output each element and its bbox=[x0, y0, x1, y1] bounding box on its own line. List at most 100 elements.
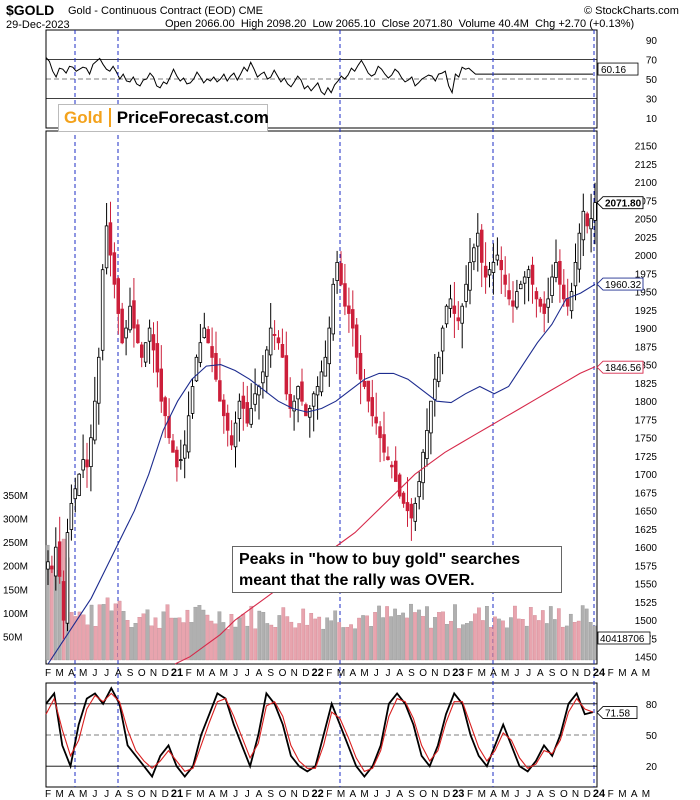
x-month-label-bottom: M bbox=[56, 789, 64, 800]
candle-body bbox=[331, 283, 335, 335]
x-month-label-bottom: D bbox=[162, 789, 169, 800]
candle-body bbox=[280, 343, 285, 358]
volume-bar bbox=[169, 617, 174, 661]
x-month-label: M bbox=[618, 668, 626, 679]
x-month-label-bottom: A bbox=[537, 789, 544, 800]
price-tick-label: 1775 bbox=[635, 415, 658, 426]
candle-body bbox=[81, 459, 85, 471]
candle-body bbox=[210, 346, 214, 358]
candle-body bbox=[108, 222, 113, 256]
ohlc: Open 2066.00 High 2098.20 Low 2065.10 Cl… bbox=[165, 18, 635, 30]
volume-bar bbox=[297, 623, 302, 661]
candle-body bbox=[163, 397, 167, 417]
candle-body bbox=[120, 308, 124, 344]
x-month-label-bottom: M bbox=[196, 789, 204, 800]
price-tick-label: 2125 bbox=[635, 160, 658, 171]
candle-body bbox=[171, 440, 175, 453]
candle-body bbox=[214, 352, 218, 380]
x-month-label: M bbox=[56, 668, 64, 679]
stoch-tick-label: 80 bbox=[646, 700, 658, 711]
x-month-label-bottom: N bbox=[150, 789, 157, 800]
x-month-label-bottom: M bbox=[478, 789, 486, 800]
candle-body bbox=[558, 260, 562, 285]
candle-body bbox=[386, 456, 390, 460]
candle-body bbox=[182, 444, 187, 459]
volume-bar bbox=[193, 606, 198, 661]
x-month-label: O bbox=[419, 668, 427, 679]
volume-bar bbox=[329, 620, 334, 661]
x-month-label-bottom: 21 bbox=[171, 788, 183, 800]
volume-bar bbox=[273, 627, 278, 661]
x-month-label-bottom: N bbox=[572, 789, 579, 800]
volume-bar bbox=[317, 616, 322, 661]
x-month-label-bottom: S bbox=[267, 789, 274, 800]
last-price-label: 2071.80 bbox=[605, 199, 642, 210]
price-tick-label: 2075 bbox=[635, 196, 658, 207]
x-month-label: O bbox=[560, 668, 568, 679]
description: Gold - Continuous Contract (EOD) CME bbox=[68, 5, 264, 17]
volume-bar bbox=[145, 609, 150, 661]
volume-bar bbox=[265, 623, 270, 661]
volume-tick-label: 50M bbox=[3, 632, 22, 643]
price-tick-label: 1900 bbox=[635, 324, 658, 335]
candle-body bbox=[593, 202, 597, 221]
volume-bar bbox=[556, 608, 561, 661]
volume-bar bbox=[417, 609, 421, 661]
candle-body bbox=[393, 460, 398, 482]
price-tick-label: 1725 bbox=[635, 452, 658, 463]
stoch-d-line bbox=[45, 692, 594, 773]
candle-body bbox=[202, 327, 206, 339]
candle-body bbox=[347, 305, 351, 314]
volume-bar bbox=[269, 624, 274, 661]
candle-body bbox=[589, 218, 593, 230]
candle-body bbox=[179, 459, 183, 462]
x-month-label: A bbox=[631, 668, 638, 679]
candle-body bbox=[147, 327, 152, 342]
price-tick-label: 1575 bbox=[635, 561, 658, 572]
volume-bar bbox=[277, 615, 282, 661]
candle-body bbox=[460, 305, 464, 324]
candle-body bbox=[382, 434, 386, 453]
x-month-label: J bbox=[245, 668, 250, 679]
candle-body bbox=[323, 356, 328, 377]
volume-bar bbox=[301, 608, 306, 661]
volume-bar bbox=[85, 624, 90, 661]
price-tick-label: 1600 bbox=[635, 543, 658, 554]
volume-bar bbox=[385, 606, 389, 661]
volume-tick-label: 250M bbox=[3, 538, 28, 549]
candle-body bbox=[264, 349, 269, 377]
candle-body bbox=[190, 386, 195, 414]
candle-body bbox=[550, 276, 554, 297]
x-month-label: D bbox=[162, 668, 169, 679]
candle-body bbox=[507, 290, 511, 300]
candle-body bbox=[433, 378, 437, 400]
volume-bar bbox=[281, 607, 286, 661]
volume-bar bbox=[485, 606, 489, 661]
stoch-k-line bbox=[45, 686, 594, 779]
ma50-value-label-box bbox=[596, 277, 644, 291]
candle-body bbox=[186, 415, 191, 453]
volume-bar bbox=[493, 616, 497, 661]
stoch-last-label: 71.58 bbox=[605, 709, 630, 720]
x-month-label: M bbox=[220, 668, 228, 679]
volume-bar bbox=[289, 621, 294, 661]
candle-body bbox=[362, 380, 367, 387]
x-month-label-bottom: J bbox=[526, 789, 531, 800]
volume-bar bbox=[189, 622, 194, 661]
volume-bar bbox=[397, 615, 401, 661]
volume-bar bbox=[121, 611, 126, 661]
candle-body bbox=[339, 263, 343, 285]
candle-body bbox=[139, 344, 144, 358]
candle-body bbox=[54, 546, 58, 577]
volume-bar bbox=[357, 617, 361, 661]
volume-bar bbox=[441, 611, 445, 661]
x-month-label: O bbox=[138, 668, 146, 679]
x-month-label-bottom: O bbox=[138, 789, 146, 800]
price-tick-label: 1850 bbox=[635, 361, 658, 372]
volume-bar bbox=[249, 605, 254, 661]
x-month-label: F bbox=[326, 668, 332, 679]
x-month-label: 21 bbox=[171, 667, 183, 679]
candle-body bbox=[519, 283, 523, 290]
volume-bar bbox=[337, 622, 342, 661]
candle-body bbox=[483, 265, 488, 278]
